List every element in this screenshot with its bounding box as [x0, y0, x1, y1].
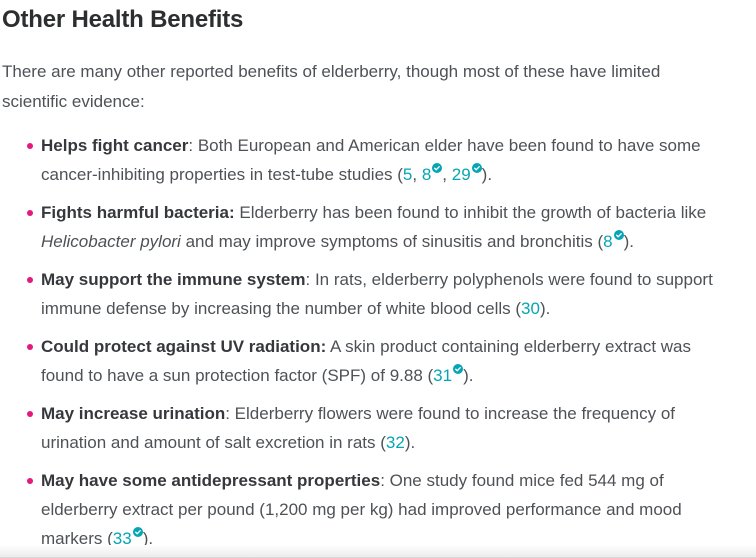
intro-paragraph: There are many other reported benefits o…: [2, 61, 661, 111]
list-item: Could protect against UV radiation: A sk…: [27, 332, 736, 390]
list-item: May have some antidepressant properties:…: [27, 466, 736, 553]
bullet-marker: [27, 209, 33, 216]
bullet-marker: [27, 477, 33, 484]
bullet-marker: [27, 410, 33, 417]
benefit-title: May have some antidepressant properties: [41, 470, 381, 490]
bullet-marker: [27, 276, 33, 283]
benefit-title: May increase urination: [41, 403, 226, 423]
benefit-text: ).: [404, 432, 416, 452]
benefit-text: ).: [142, 528, 154, 548]
trusted-source-badge-icon: [471, 162, 482, 173]
benefit-text: : In rats, elderberry polyphenols were f…: [41, 269, 713, 318]
section-divider: [0, 545, 756, 558]
benefit-title: Fights harmful bacteria:: [41, 202, 235, 222]
benefit-text: and may improve symptoms of sinusitis an…: [180, 231, 604, 251]
bullet-marker: [27, 142, 33, 149]
benefit-text: ,: [442, 164, 452, 184]
trusted-source-badge-icon: [432, 162, 443, 173]
citation-link[interactable]: 32: [385, 432, 405, 452]
trusted-source-badge-icon: [453, 363, 464, 374]
benefit-text: ).: [539, 298, 551, 318]
trusted-source-badge-icon: [613, 229, 624, 240]
benefit-title: Helps fight cancer: [41, 135, 189, 155]
benefit-text: ,: [412, 164, 422, 184]
benefit-text: : One study found mice fed 544 mg of eld…: [41, 470, 682, 548]
benefit-text: A skin product containing elderberry ext…: [41, 336, 691, 385]
list-item: May increase urination: Elderberry flowe…: [27, 399, 736, 457]
citation-link[interactable]: 33: [112, 528, 132, 548]
list-item: Helps fight cancer: Both European and Am…: [27, 131, 736, 189]
benefit-text: ).: [481, 164, 493, 184]
bullet-marker: [27, 343, 33, 350]
citation-link[interactable]: 8: [603, 231, 613, 251]
italic-term: Helicobacter pylori: [41, 231, 181, 251]
citation-link[interactable]: 29: [451, 164, 471, 184]
trusted-source-badge-icon: [132, 526, 143, 537]
benefit-title: May support the immune system: [41, 269, 306, 289]
citation-link[interactable]: 30: [521, 298, 540, 318]
benefit-text: : Both European and American elder have …: [41, 135, 701, 184]
citation-link[interactable]: 5: [402, 164, 413, 184]
benefit-text: ).: [623, 231, 635, 251]
benefit-text: ).: [463, 365, 474, 385]
benefit-text: : Elderberry flowers were found to incre…: [41, 403, 676, 452]
citation-link[interactable]: 31: [433, 365, 453, 385]
benefit-text: Elderberry has been found to inhibit the…: [234, 202, 707, 222]
benefit-title: Could protect against UV radiation:: [41, 336, 327, 356]
list-item: May support the immune system: In rats, …: [27, 265, 736, 323]
section-heading: Other Health Benefits: [2, 6, 244, 33]
benefits-list: Helps fight cancer: Both European and Am…: [2, 131, 736, 553]
citation-link[interactable]: 8: [421, 164, 432, 184]
list-item: Fights harmful bacteria: Elderberry has …: [27, 198, 736, 256]
